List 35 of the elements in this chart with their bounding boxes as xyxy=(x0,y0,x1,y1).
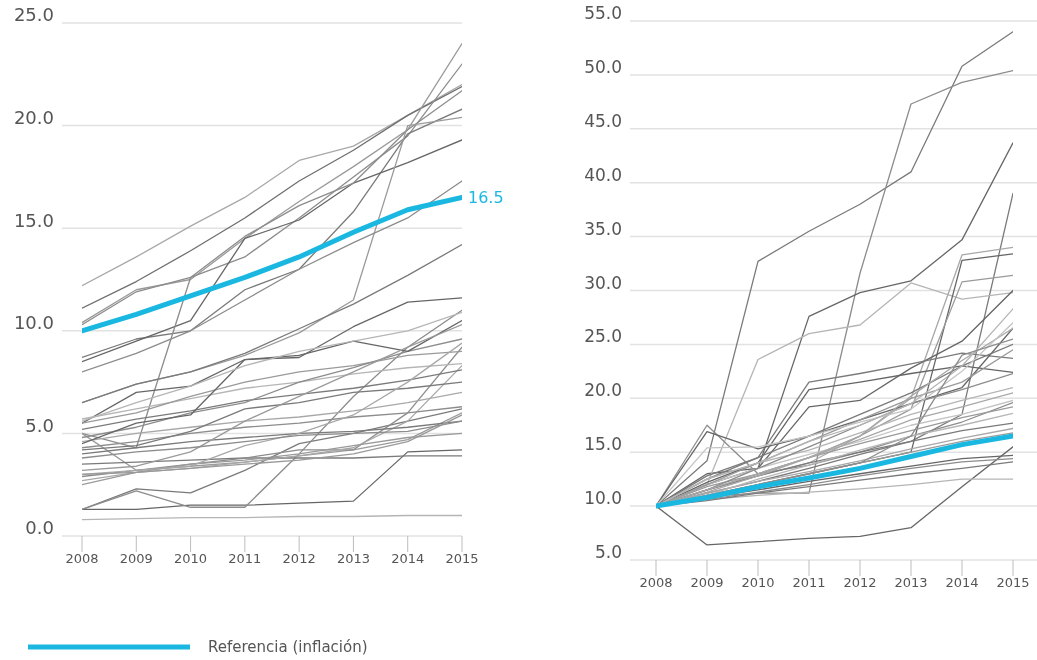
x-tick-label: 2010 xyxy=(174,551,208,567)
y-tick-label: 0.0 xyxy=(25,517,54,539)
x-tick-label: 2012 xyxy=(282,551,316,567)
x-tick-label: 2008 xyxy=(65,551,99,567)
x-tick-label: 2011 xyxy=(792,575,826,591)
y-tick-label: 55.0 xyxy=(584,3,622,24)
x-tick-label: 2015 xyxy=(996,575,1030,591)
y-tick-label: 40.0 xyxy=(584,164,622,185)
x-tick-label: 2008 xyxy=(639,575,673,591)
y-tick-label: 15.0 xyxy=(13,209,54,231)
x-tick-label: 2009 xyxy=(690,575,724,591)
y-tick-label: 20.0 xyxy=(584,380,622,401)
y-tick-label: 25.0 xyxy=(584,326,622,347)
y-tick-label: 5.0 xyxy=(594,542,622,563)
x-tick-label: 2015 xyxy=(445,551,479,567)
y-tick-label: 5.0 xyxy=(25,414,54,436)
y-tick-label: 35.0 xyxy=(584,218,622,239)
x-tick-label: 2013 xyxy=(336,551,370,567)
x-tick-label: 2014 xyxy=(945,575,979,591)
y-tick-label: 10.0 xyxy=(584,488,622,509)
x-tick-label: 2014 xyxy=(391,551,425,567)
x-tick-label: 2013 xyxy=(894,575,928,591)
x-tick-label: 2009 xyxy=(119,551,153,567)
y-tick-label: 10.0 xyxy=(13,312,54,334)
text: Referencia (inflación) xyxy=(208,638,368,656)
x-tick-label: 2010 xyxy=(741,575,775,591)
annotation: 16.5 xyxy=(468,188,504,208)
y-tick-label: 15.0 xyxy=(584,434,622,455)
x-tick-label: 2012 xyxy=(843,575,877,591)
y-tick-label: 50.0 xyxy=(584,56,622,77)
x-tick-label: 2011 xyxy=(228,551,262,567)
y-tick-label: 30.0 xyxy=(584,272,622,293)
y-tick-label: 20.0 xyxy=(13,106,54,128)
y-tick-label: 45.0 xyxy=(584,110,622,131)
y-tick-label: 25.0 xyxy=(13,4,54,26)
